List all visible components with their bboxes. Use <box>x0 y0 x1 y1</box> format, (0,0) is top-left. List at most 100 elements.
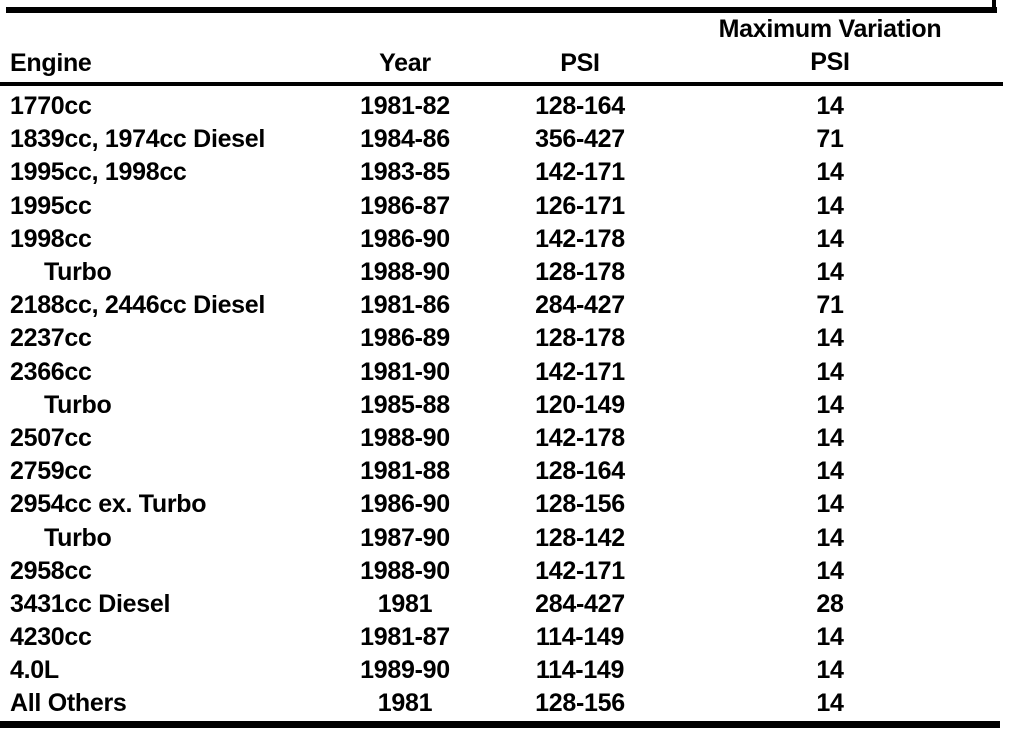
cell-max-variation: 14 <box>816 191 844 220</box>
table-row: 1770cc 1981-82 128-164 14 <box>0 90 970 123</box>
header-max-variation-line1: Maximum Variation <box>718 15 942 43</box>
cell-psi: 128-164 <box>535 457 625 486</box>
cell-year: 1986-90 <box>360 224 450 253</box>
cell-psi: 284-427 <box>535 291 625 320</box>
cell-engine: Turbo <box>44 523 112 552</box>
cell-max-variation: 14 <box>816 523 844 552</box>
table-row: 2759cc 1981-88 128-164 14 <box>0 455 970 488</box>
cell-psi: 120-149 <box>535 390 625 419</box>
table-row: 3431cc Diesel 1981 284-427 28 <box>0 588 970 621</box>
header-rule <box>0 82 1003 86</box>
corner-tick <box>992 0 996 9</box>
cell-psi: 142-171 <box>535 357 625 386</box>
cell-engine: 1995cc, 1998cc <box>10 158 187 187</box>
cell-engine: 2507cc <box>10 423 92 452</box>
cell-psi: 128-178 <box>535 324 625 353</box>
cell-max-variation: 71 <box>816 291 844 320</box>
cell-engine: 2759cc <box>10 457 92 486</box>
header-max-variation: Maximum Variation PSI <box>690 13 970 79</box>
top-rule <box>6 7 997 13</box>
cell-year: 1981 <box>377 689 433 718</box>
cell-year: 1988-90 <box>360 423 450 452</box>
table-row: 1998cc 1986-90 142-178 14 <box>0 223 970 256</box>
header-max-variation-line2: PSI <box>810 48 850 76</box>
cell-max-variation: 14 <box>816 490 844 519</box>
cell-engine: 1839cc, 1974cc Diesel <box>10 125 266 154</box>
cell-year: 1983-85 <box>360 158 450 187</box>
cell-engine: 1770cc <box>10 92 92 121</box>
cell-year: 1981 <box>377 589 433 618</box>
cell-year: 1981-90 <box>360 357 450 386</box>
cell-engine: 2237cc <box>10 324 92 353</box>
table-row: 2958cc 1988-90 142-171 14 <box>0 555 970 588</box>
cell-psi: 142-178 <box>535 224 625 253</box>
cell-year: 1988-90 <box>360 258 450 287</box>
cell-max-variation: 14 <box>816 423 844 452</box>
cell-max-variation: 14 <box>816 357 844 386</box>
table-row: 4.0L 1989-90 114-149 14 <box>0 654 970 687</box>
cell-year: 1986-87 <box>360 191 450 220</box>
cell-max-variation: 14 <box>816 556 844 585</box>
cell-engine: 2958cc <box>10 556 92 585</box>
cell-psi: 356-427 <box>535 125 625 154</box>
cell-psi: 142-171 <box>535 556 625 585</box>
cell-engine: Turbo <box>44 390 112 419</box>
cell-max-variation: 14 <box>816 258 844 287</box>
table-row: All Others 1981 128-156 14 <box>0 687 970 720</box>
cell-max-variation: 14 <box>816 656 844 685</box>
cell-engine: Turbo <box>44 258 112 287</box>
cell-engine: 2366cc <box>10 357 92 386</box>
table-row: Turbo 1987-90 128-142 14 <box>0 521 970 554</box>
table-body: 1770cc 1981-82 128-164 14 1839cc, 1974cc… <box>0 90 970 721</box>
cell-max-variation: 14 <box>816 224 844 253</box>
table-row: 1839cc, 1974cc Diesel 1984-86 356-427 71 <box>0 123 970 156</box>
table-row: Turbo 1985-88 120-149 14 <box>0 389 970 422</box>
bottom-rule <box>0 721 1000 728</box>
cell-engine: 3431cc Diesel <box>10 589 171 618</box>
table-row: 2188cc, 2446cc Diesel 1981-86 284-427 71 <box>0 289 970 322</box>
cell-max-variation: 28 <box>816 589 844 618</box>
cell-psi: 126-171 <box>535 191 625 220</box>
cell-engine: All Others <box>10 689 127 718</box>
cell-psi: 114-149 <box>535 623 625 652</box>
table-row: 1995cc 1986-87 126-171 14 <box>0 190 970 223</box>
cell-max-variation: 14 <box>816 158 844 187</box>
cell-year: 1984-86 <box>360 125 450 154</box>
cell-year: 1985-88 <box>360 390 450 419</box>
cell-psi: 114-149 <box>535 656 625 685</box>
cell-year: 1981-88 <box>360 457 450 486</box>
table-row: 2954cc ex. Turbo 1986-90 128-156 14 <box>0 488 970 521</box>
cell-psi: 128-156 <box>535 689 625 718</box>
cell-engine: 2188cc, 2446cc Diesel <box>10 291 266 320</box>
table-header: Engine Year PSI Maximum Variation PSI <box>0 13 970 82</box>
cell-psi: 128-178 <box>535 258 625 287</box>
cell-engine: 4.0L <box>10 656 59 685</box>
cell-psi: 128-142 <box>535 523 625 552</box>
table-row: 2507cc 1988-90 142-178 14 <box>0 422 970 455</box>
cell-year: 1988-90 <box>360 556 450 585</box>
cell-year: 1981-86 <box>360 291 450 320</box>
header-year: Year <box>379 49 431 77</box>
cell-year: 1989-90 <box>360 656 450 685</box>
cell-engine: 1998cc <box>10 224 92 253</box>
cell-psi: 128-156 <box>535 490 625 519</box>
table-row: Turbo 1988-90 128-178 14 <box>0 256 970 289</box>
cell-year: 1981-87 <box>360 623 450 652</box>
cell-engine: 2954cc ex. Turbo <box>10 490 207 519</box>
cell-max-variation: 14 <box>816 457 844 486</box>
cell-max-variation: 14 <box>816 390 844 419</box>
cell-max-variation: 14 <box>816 623 844 652</box>
cell-psi: 128-164 <box>535 92 625 121</box>
cell-max-variation: 14 <box>816 689 844 718</box>
cell-year: 1986-89 <box>360 324 450 353</box>
table-row: 1995cc, 1998cc 1983-85 142-171 14 <box>0 156 970 189</box>
cell-psi: 142-178 <box>535 423 625 452</box>
cell-year: 1986-90 <box>360 490 450 519</box>
cell-engine: 1995cc <box>10 191 92 220</box>
cell-max-variation: 14 <box>816 92 844 121</box>
table-row: 4230cc 1981-87 114-149 14 <box>0 621 970 654</box>
table-row: 2366cc 1981-90 142-171 14 <box>0 356 970 389</box>
cell-max-variation: 71 <box>816 125 844 154</box>
cell-year: 1981-82 <box>360 92 450 121</box>
